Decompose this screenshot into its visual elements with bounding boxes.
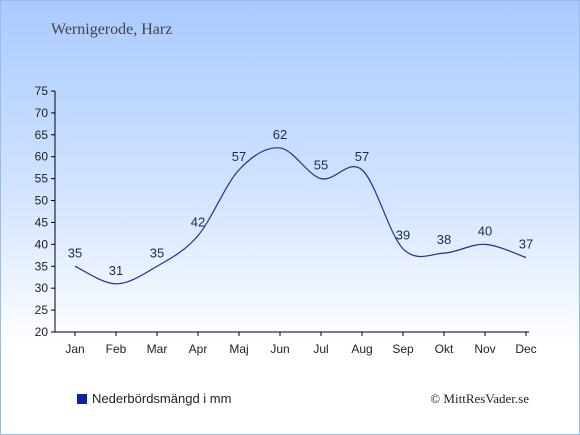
x-tick-label: Dec bbox=[515, 342, 536, 356]
y-tick-label: 40 bbox=[35, 237, 49, 251]
y-tick-label: 35 bbox=[35, 259, 49, 273]
y-tick-label: 70 bbox=[35, 106, 49, 120]
x-tick-label: Jul bbox=[313, 342, 328, 356]
y-tick-label: 30 bbox=[35, 281, 49, 295]
copyright-text: © MittResVader.se bbox=[430, 391, 529, 406]
data-label: 35 bbox=[150, 245, 164, 260]
chart-axes bbox=[54, 91, 529, 333]
data-label: 40 bbox=[478, 223, 492, 238]
data-label: 31 bbox=[109, 263, 123, 278]
y-tick-label: 65 bbox=[35, 128, 49, 142]
series-line bbox=[74, 147, 527, 285]
y-tick-label: 25 bbox=[35, 303, 49, 317]
x-tick-label: Apr bbox=[189, 342, 208, 356]
data-label: 42 bbox=[191, 215, 205, 230]
x-tick-label: Mar bbox=[147, 342, 168, 356]
data-label: 55 bbox=[314, 158, 328, 173]
y-tick-label: 20 bbox=[35, 325, 49, 339]
y-tick-label: 55 bbox=[35, 172, 49, 186]
data-label: 35 bbox=[68, 245, 82, 260]
x-axis-ticks: Jan Feb Mar Apr Maj Jun Jul Aug Sep Okt Nov Dec bbox=[65, 332, 537, 356]
data-label: 39 bbox=[396, 228, 410, 243]
x-tick-label: Jan bbox=[65, 342, 84, 356]
x-tick-label: Feb bbox=[106, 342, 127, 356]
x-tick-label: Jun bbox=[270, 342, 289, 356]
data-label: 62 bbox=[273, 127, 287, 142]
y-tick-label: 60 bbox=[35, 150, 49, 164]
y-tick-label: 50 bbox=[35, 194, 49, 208]
data-label: 37 bbox=[519, 237, 533, 252]
data-label: 38 bbox=[437, 232, 451, 247]
location-title: Wernigerode, Harz bbox=[51, 21, 173, 38]
x-tick-label: Maj bbox=[229, 342, 248, 356]
x-tick-label: Okt bbox=[435, 342, 454, 356]
x-tick-label: Aug bbox=[351, 342, 372, 356]
legend: Nederbördsmängd i mm bbox=[77, 391, 231, 406]
y-axis-ticks: 20 25 30 35 40 45 50 55 60 65 70 75 bbox=[35, 84, 55, 339]
legend-swatch bbox=[77, 393, 87, 404]
data-labels: 35 31 35 42 57 62 55 57 39 38 40 37 bbox=[68, 127, 533, 278]
x-tick-label: Nov bbox=[474, 342, 495, 356]
y-tick-label: 45 bbox=[35, 215, 49, 229]
y-tick-label: 75 bbox=[35, 84, 49, 98]
x-tick-label: Sep bbox=[392, 342, 414, 356]
data-label: 57 bbox=[355, 149, 369, 164]
legend-label: Nederbördsmängd i mm bbox=[92, 391, 232, 406]
data-label: 57 bbox=[232, 149, 246, 164]
